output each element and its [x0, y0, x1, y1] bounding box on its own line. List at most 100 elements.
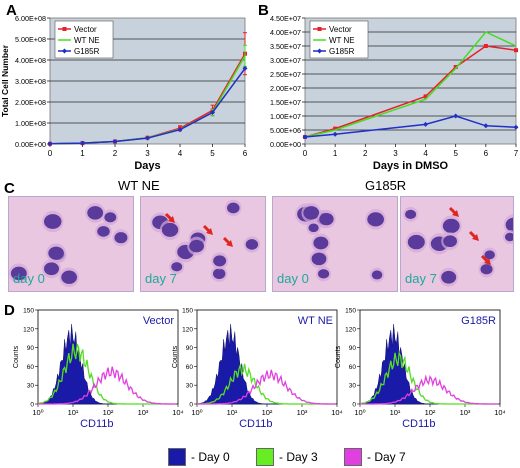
cell-nucleus: [484, 250, 495, 260]
micrograph: day 0: [8, 196, 134, 292]
data-point: [453, 65, 458, 69]
cell-nucleus: [311, 252, 327, 266]
cell-nucleus: [443, 235, 457, 248]
y-tick-label: 30: [27, 383, 35, 390]
y-tick-label: 4.00E+07: [270, 28, 301, 37]
y-tick-label: 3.50E+07: [270, 42, 301, 51]
cell-nucleus: [405, 209, 417, 220]
x-tick-label: 0: [48, 149, 53, 158]
x-tick-label: 5: [210, 149, 215, 158]
y-tick-label: 1.00E+08: [15, 119, 46, 128]
x-tick-label: 10⁴: [172, 408, 184, 417]
arrow-head: [472, 234, 479, 241]
data-point: [47, 141, 53, 147]
legend-day-3-label: - Day 3: [279, 450, 318, 464]
data-point: [80, 140, 85, 146]
cell-nucleus: [44, 262, 60, 276]
cell-nucleus: [318, 269, 330, 279]
legend-label: G185R: [329, 47, 355, 56]
x-tick-label: 10¹: [390, 408, 401, 417]
x-tick-label: 10³: [460, 408, 471, 417]
data-point: [332, 131, 338, 137]
y-tick-label: 150: [345, 308, 356, 315]
data-point: [514, 48, 518, 53]
micrograph-title-wt-ne: WT NE: [118, 178, 160, 193]
cell-nucleus: [407, 234, 425, 250]
cell-nucleus: [171, 262, 183, 272]
micrograph-cells: [9, 202, 130, 288]
panel-letter-d: D: [4, 302, 15, 319]
x-tick-label: 10²: [262, 408, 273, 417]
micrograph: day 7: [400, 196, 514, 292]
arrow-head: [168, 216, 175, 223]
series-line: [304, 115, 517, 138]
legend-day-0-label: - Day 0: [191, 450, 230, 464]
x-tick-label: 10³: [297, 408, 308, 417]
x-tick-label: 1: [80, 149, 85, 158]
micrograph-day-label: day 0: [277, 271, 309, 286]
y-tick-label: 2.00E+07: [270, 84, 301, 93]
cell-nucleus: [10, 266, 27, 281]
cell-nucleus: [245, 239, 259, 250]
cell-nucleus: [97, 226, 110, 237]
day0-histogram: [37, 324, 178, 405]
y-tick-label: 6.00E+08: [15, 14, 46, 23]
y-tick-label: 90: [186, 345, 194, 352]
day3-histogram: [196, 363, 336, 405]
cell-nucleus: [308, 223, 319, 233]
cell-nucleus: [441, 270, 457, 284]
micrograph-cells: [403, 206, 513, 287]
x-tick-label: 10⁴: [331, 408, 343, 417]
cell-nucleus: [371, 270, 383, 280]
y-tick-label: 5.00E+08: [15, 35, 46, 44]
cell-nucleus: [189, 239, 204, 253]
x-tick-label: 2: [363, 149, 368, 158]
x-tick-label: 7: [514, 149, 519, 158]
cell-nucleus: [442, 218, 460, 234]
cell-nucleus: [161, 222, 179, 237]
legend-label: Vector: [74, 25, 97, 34]
chart-b-days-in-dmso: 0.00E+00 5.00E+06 1.00E+07 1.50E+07 2.00E+07…: [270, 14, 519, 172]
x-tick-label: 6: [243, 149, 248, 158]
y-tick-label: 3.00E+07: [270, 56, 301, 65]
y-tick-label: 90: [349, 345, 357, 352]
legend-day-0-swatch: [168, 448, 186, 466]
y-tick-label: 1.00E+07: [270, 112, 301, 121]
day7-histogram: [359, 374, 499, 405]
cell-nucleus: [480, 264, 493, 275]
arrow-head: [484, 258, 491, 265]
day0-histogram: [196, 324, 337, 405]
cell-nucleus: [61, 270, 78, 284]
y-tick-label: 120: [345, 326, 356, 333]
legend-label: WT NE: [329, 36, 355, 45]
legend-day-3-swatch: [256, 448, 274, 466]
cell-nucleus: [227, 202, 240, 214]
x-axis-label: CD11b: [239, 418, 272, 430]
x-tick-label: 10⁰: [354, 408, 365, 417]
y-tick-label: 0: [189, 402, 193, 409]
x-tick-label: 5: [453, 149, 458, 158]
x-tick-label: 2: [113, 149, 118, 158]
x-tick-label: 1: [333, 149, 338, 158]
micrograph-cells: [150, 199, 261, 282]
day3-histogram: [37, 343, 177, 405]
micrograph-day-label: day 7: [405, 271, 437, 286]
legend-label: WT NE: [74, 36, 100, 45]
legend-marker: [62, 48, 67, 54]
data-point: [333, 126, 338, 131]
cell-nucleus: [104, 212, 117, 223]
x-tick-label: 4: [178, 149, 183, 158]
data-point: [112, 138, 118, 144]
data-point: [483, 44, 488, 48]
micrograph: day 0: [272, 196, 398, 292]
x-tick-label: 3: [145, 149, 150, 158]
data-point: [177, 127, 183, 133]
data-point: [513, 124, 519, 130]
histogram-name: WT NE: [298, 315, 333, 327]
cell-nucleus: [313, 236, 329, 250]
cell-nucleus: [303, 206, 320, 220]
x-axis-label: Days: [134, 160, 160, 172]
cell-nucleus: [319, 213, 334, 226]
legend-label: Vector: [329, 25, 352, 34]
legend-marker: [317, 48, 322, 54]
